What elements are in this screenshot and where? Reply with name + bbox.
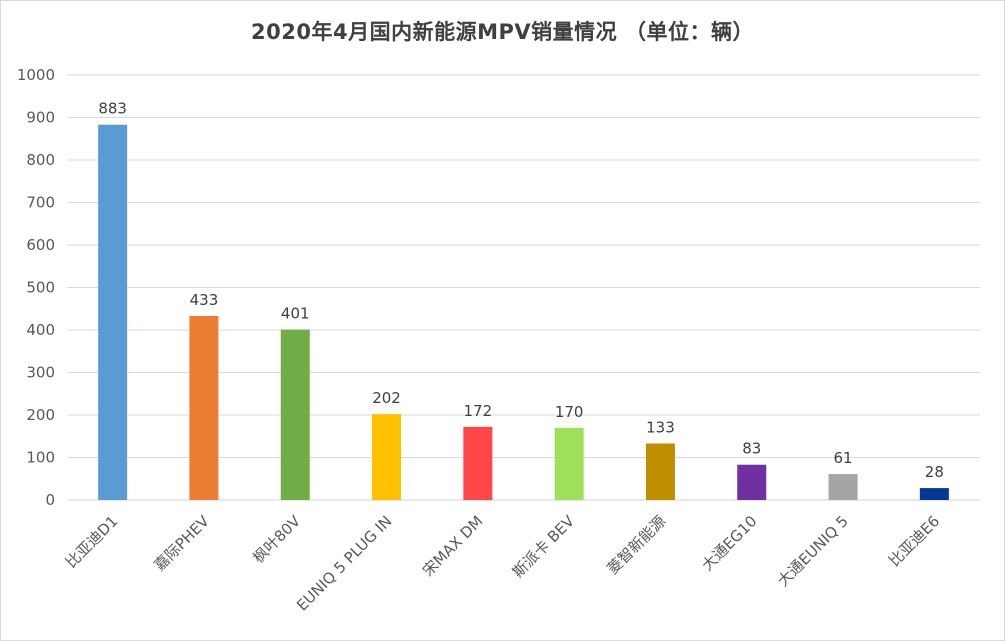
x-tick-label: 宋MAX DM [419, 512, 487, 580]
bar [280, 329, 310, 500]
x-tick-label: 大通EUNIQ 5 [774, 512, 852, 590]
bars [98, 124, 949, 500]
y-tick-label: 900 [26, 109, 55, 127]
data-label: 170 [555, 403, 584, 421]
x-tick-label: 菱智新能源 [604, 512, 670, 578]
bar [98, 124, 128, 500]
x-tick-label: 枫叶80V [249, 512, 304, 567]
x-tick-label: 嘉际PHEV [150, 512, 213, 575]
data-label: 133 [646, 418, 675, 436]
y-tick-label: 600 [26, 236, 55, 254]
bar [919, 488, 949, 500]
bar [828, 474, 858, 500]
data-label: 883 [98, 100, 127, 118]
bar [737, 464, 767, 500]
y-tick-label: 700 [26, 194, 55, 212]
bar [645, 443, 675, 500]
data-labels: 883 433 401 202 172 170 133 83 61 28 [98, 100, 944, 481]
y-tick-label: 800 [26, 151, 55, 169]
data-label: 83 [742, 440, 761, 458]
data-label: 401 [281, 305, 310, 323]
x-tick-label: 比亚迪D1 [62, 512, 121, 571]
y-tick-label: 300 [26, 364, 55, 382]
y-tick-label: 400 [26, 321, 55, 339]
bar [189, 315, 219, 500]
data-label: 433 [190, 291, 219, 309]
bar [372, 414, 402, 500]
y-tick-label: 0 [45, 491, 55, 509]
y-tick-label: 100 [26, 449, 55, 467]
data-label: 202 [372, 389, 401, 407]
data-label: 172 [464, 402, 493, 420]
chart-title: 2020年4月国内新能源MPV销量情况 （单位：辆） [251, 20, 754, 44]
data-label: 61 [834, 449, 853, 467]
data-label: 28 [925, 463, 944, 481]
y-tick-label: 500 [26, 279, 55, 297]
x-tick-label: EUNIQ 5 PLUG IN [293, 512, 395, 614]
x-tick-label: 比亚迪E6 [885, 512, 943, 570]
x-tick-label: 斯派卡 BEV [509, 512, 579, 582]
x-tick-label: 大通EG10 [698, 512, 760, 574]
bar [463, 426, 493, 500]
gridlines [67, 74, 980, 501]
y-axis: 0 100 200 300 400 500 600 700 800 900 1000 [17, 66, 55, 509]
y-tick-label: 1000 [17, 66, 55, 84]
y-tick-label: 200 [26, 406, 55, 424]
bar [554, 427, 584, 500]
